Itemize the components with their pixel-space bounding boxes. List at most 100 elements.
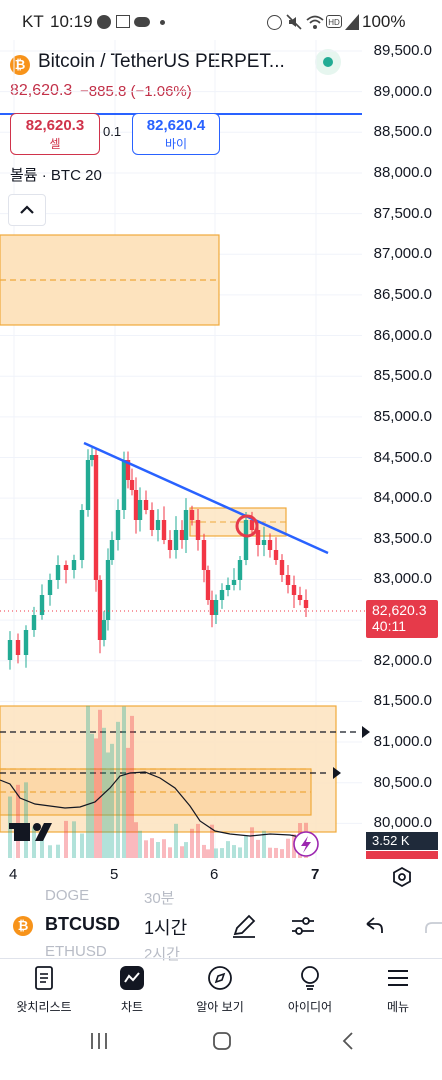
undo-button[interactable] [360, 912, 388, 945]
candle-body [243, 520, 249, 560]
btc-logo-icon: ₿ [10, 55, 30, 75]
x-label-6: 6 [210, 866, 219, 883]
price-axis-label: 82,000.0 [373, 651, 432, 669]
sell-button[interactable]: 82,620.3 셀 [10, 113, 100, 155]
candle-body [137, 500, 143, 520]
volume-bar [64, 820, 68, 858]
hd-icon: HD [326, 15, 342, 28]
price-axis-label: 86,000.0 [373, 326, 432, 344]
candle-body [231, 580, 237, 585]
x-label-7: 7 [311, 866, 320, 883]
volume-bar [220, 848, 224, 858]
candle-body [63, 565, 69, 570]
gallery-icon [116, 15, 130, 28]
menu-icon [388, 970, 408, 986]
candle-body [261, 540, 267, 545]
volume-bar [106, 752, 110, 858]
candle-body [213, 600, 219, 615]
indicators-button[interactable] [289, 912, 317, 945]
price-chart[interactable] [0, 40, 442, 890]
volume-bar [210, 824, 214, 858]
candle-body [85, 460, 91, 510]
volume-moving-average [0, 771, 301, 838]
volume-bar [162, 839, 166, 858]
nav-watchlist[interactable]: 왓치리스트 [0, 964, 88, 1015]
collapse-button[interactable] [8, 194, 46, 226]
volume-bar [98, 709, 102, 858]
x-label-4: 4 [9, 866, 18, 883]
redo-button[interactable] [424, 915, 442, 937]
volume-bar [274, 847, 278, 858]
candle-body [303, 600, 309, 608]
tradingview-logo-icon [9, 823, 52, 841]
buy-button[interactable]: 82,620.4 바이 [132, 113, 220, 155]
price-axis-label: 85,500.0 [373, 367, 432, 385]
price-axis-label: 81,000.0 [373, 733, 432, 751]
volume-bar [180, 846, 184, 858]
candle-body [93, 455, 99, 580]
current-price-tag: 82,620.3 40:11 [366, 600, 438, 638]
clock: 10:19 [50, 12, 93, 31]
redo-icon [425, 922, 442, 933]
price-axis-label: 85,000.0 [373, 407, 432, 425]
volume-bar [168, 847, 172, 858]
more-dot-icon [160, 20, 165, 25]
recent-apps-button[interactable] [88, 1030, 110, 1057]
nav-chart[interactable]: 차트 [88, 964, 176, 1015]
candle-body [205, 570, 211, 600]
interval-selector[interactable]: 1시간 [144, 918, 188, 938]
candle-body [249, 520, 255, 530]
home-button[interactable] [211, 1030, 233, 1057]
recent-apps-icon [91, 1033, 107, 1049]
candle-body [285, 575, 291, 585]
candle-body [195, 520, 201, 540]
back-icon [342, 1032, 353, 1050]
nav-ideas-label: 아이디어 [287, 1000, 333, 1014]
spread-value: 0.1 [103, 124, 122, 139]
price-axis-label: 83,500.0 [373, 529, 432, 547]
volume-bar [122, 706, 126, 858]
battery-level: 100% [362, 12, 406, 31]
scroll-ghost-interval-below: 2시간 [144, 946, 180, 963]
chart-settings-button[interactable] [390, 865, 414, 889]
compass-icon [208, 966, 232, 990]
back-button[interactable] [338, 1030, 360, 1057]
candle-body [237, 560, 243, 580]
candle-body [55, 565, 61, 580]
symbol-title[interactable]: Bitcoin / TetherUS PERPET... [38, 51, 285, 72]
candle-body [167, 540, 173, 550]
nav-explore[interactable]: 알아 보기 [176, 964, 264, 1015]
candle-body [291, 585, 297, 595]
symbol-selector[interactable]: BTCUSD [45, 914, 120, 934]
volume-bar [156, 841, 160, 858]
candle-body [129, 480, 135, 490]
candle-body [143, 500, 149, 510]
candle-body [189, 510, 195, 520]
volume-bar [56, 844, 60, 858]
volume-bar [126, 747, 130, 858]
price-axis-label: 89,500.0 [373, 42, 432, 59]
volume-bar [16, 784, 20, 858]
volume-bar [214, 848, 218, 858]
candle-body [7, 640, 13, 660]
market-open-indicator[interactable] [315, 49, 341, 75]
candle-body [133, 490, 139, 520]
status-bar: KT 10:19 HD 100% [0, 0, 442, 44]
btc-symbol-icon: ₿ [13, 916, 33, 936]
price-axis-label: 88,000.0 [373, 163, 432, 181]
lightning-icon [301, 836, 311, 853]
nav-menu-label: 메뉴 [386, 1000, 410, 1014]
volume-bar [32, 826, 36, 858]
nav-ideas[interactable]: 아이디어 [266, 964, 354, 1015]
candle-body [47, 580, 53, 595]
sell-label: 셀 [49, 137, 61, 151]
volume-indicator-label[interactable]: 볼륨 · BTC 20 [10, 167, 102, 184]
price-axis-label: 80,500.0 [373, 773, 432, 791]
volume-bar [144, 840, 148, 858]
candle-body [225, 585, 231, 590]
candle-body [273, 550, 279, 560]
drawing-tool-button[interactable] [230, 912, 258, 945]
nav-menu[interactable]: 메뉴 [354, 964, 442, 1015]
candle-body [161, 520, 167, 540]
settings-hex-icon [393, 866, 411, 888]
